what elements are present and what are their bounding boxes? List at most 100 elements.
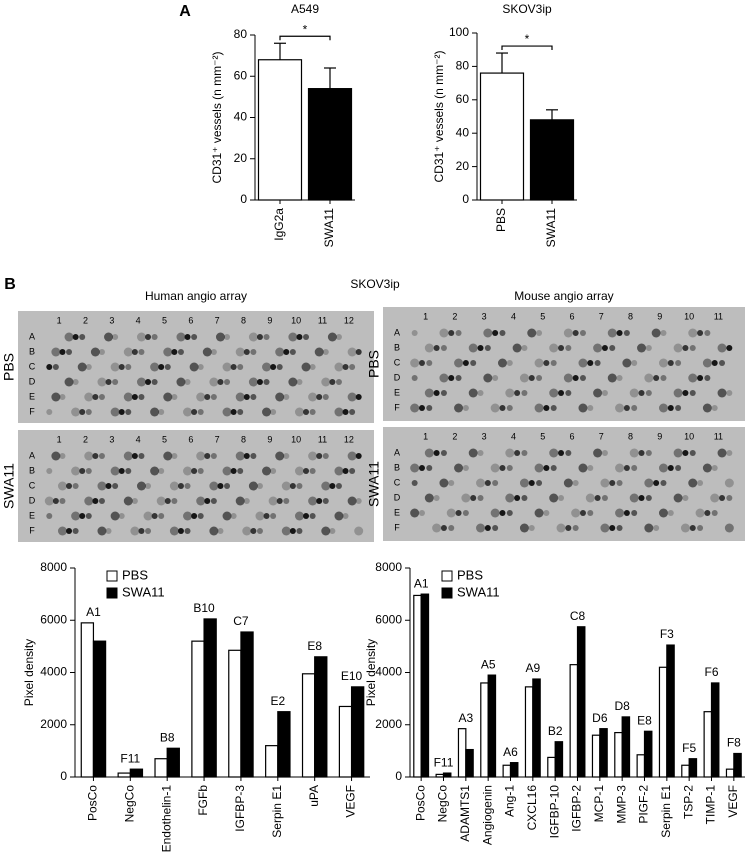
- blot-spot: [448, 375, 455, 381]
- blot-spot: [543, 360, 550, 366]
- column-label: 4: [136, 434, 141, 444]
- blot-spot: [46, 513, 53, 519]
- x-tick-label: PosCo: [86, 785, 100, 821]
- blot-spot: [59, 453, 66, 459]
- blot-spot: [477, 495, 484, 501]
- blot-spot: [623, 465, 630, 471]
- chart-title: A549: [291, 2, 319, 16]
- blot-spot: [204, 453, 211, 459]
- blot-spot: [637, 343, 647, 353]
- blot-spot: [329, 483, 336, 489]
- row-label: B: [394, 342, 400, 352]
- blot-spot: [171, 453, 178, 459]
- x-tick-label: CXCL16: [525, 785, 539, 831]
- blot-spot: [342, 364, 349, 370]
- blot-spot: [433, 345, 440, 351]
- bar: [413, 594, 422, 778]
- blot-spot: [230, 364, 237, 370]
- blot-spot: [145, 379, 152, 385]
- y-tick-label: 20: [456, 159, 470, 173]
- blot-spot: [483, 373, 493, 383]
- blot-spot: [123, 496, 133, 506]
- blot-spot: [283, 498, 290, 504]
- blot-spot: [46, 468, 53, 474]
- bar-annotation: A3: [458, 711, 473, 725]
- blot-spot: [426, 360, 433, 366]
- blot-spot: [534, 358, 544, 368]
- blot-spot: [638, 495, 645, 501]
- bar-annotation: F8: [727, 736, 741, 750]
- blot-spot: [196, 392, 206, 402]
- bar: [129, 768, 144, 778]
- blot-spot: [593, 343, 603, 353]
- blot-spot: [177, 528, 184, 534]
- blot-spot: [410, 463, 420, 473]
- blot-spot: [615, 403, 625, 413]
- blot-spot: [98, 349, 105, 355]
- blot-spot: [587, 405, 594, 411]
- bar-annotation: B8: [160, 730, 175, 744]
- blot-spot: [196, 496, 206, 506]
- blot-spot: [455, 510, 462, 516]
- row-label: C: [29, 480, 36, 490]
- blot-spot: [235, 347, 245, 357]
- bar: [599, 728, 608, 778]
- bar: [703, 711, 713, 778]
- blot-spot: [308, 451, 318, 461]
- blot-spot: [158, 513, 165, 519]
- condition-label: SWA11: [1, 463, 17, 509]
- blot-spot: [256, 483, 263, 489]
- blot-spot: [256, 528, 263, 534]
- blot-spot: [84, 496, 94, 506]
- bar-annotation: A1: [414, 576, 429, 590]
- blot-spot: [565, 390, 572, 396]
- blot-spot: [448, 480, 455, 486]
- x-tick-label: IGFBP-2: [570, 785, 584, 832]
- blot-spot: [514, 450, 521, 456]
- blot-spot: [197, 513, 204, 519]
- blot-spot: [527, 328, 537, 338]
- blot-spot: [169, 481, 179, 491]
- column-label: 11: [714, 431, 723, 441]
- bar: [257, 59, 303, 201]
- blot-spot: [303, 409, 310, 415]
- x-tick-label: IgG2a: [272, 208, 286, 241]
- blot-spot: [587, 465, 594, 471]
- bar: [240, 631, 254, 778]
- blot-spot: [191, 334, 198, 340]
- blot-spot: [549, 448, 559, 458]
- blot-spot: [243, 453, 250, 459]
- row-label: D: [394, 372, 401, 382]
- bar: [435, 773, 445, 778]
- blot-spot: [136, 377, 146, 387]
- y-tick-label: 40: [234, 110, 248, 124]
- blot-spot: [59, 349, 66, 355]
- blot-spot: [653, 480, 660, 486]
- blot-spot: [711, 405, 718, 411]
- blot-spot: [184, 528, 191, 534]
- blot-spot: [660, 375, 667, 381]
- blot-spot: [711, 510, 718, 516]
- x-tick-label: VEGF: [726, 785, 740, 818]
- y-tick-label: 4000: [40, 665, 67, 679]
- blot-spot: [697, 330, 704, 336]
- blot-spot: [347, 392, 357, 402]
- bar: [117, 772, 131, 778]
- blot-spot: [237, 364, 244, 370]
- bar: [576, 626, 586, 778]
- blot-spot: [309, 513, 316, 519]
- row-label: D: [29, 495, 36, 505]
- row-label: B: [29, 346, 35, 356]
- blot-spot: [138, 394, 145, 400]
- blot-spot: [268, 496, 278, 506]
- blot-spot: [411, 330, 418, 336]
- row-label: E: [29, 510, 35, 520]
- blot-spot: [645, 345, 652, 351]
- blot-spot: [673, 343, 683, 353]
- blot-spot: [230, 513, 237, 519]
- blot-spot: [72, 483, 79, 489]
- column-label: 5: [162, 315, 167, 325]
- blot-spot: [563, 478, 573, 488]
- bar: [301, 673, 316, 778]
- blot-spot: [440, 450, 447, 456]
